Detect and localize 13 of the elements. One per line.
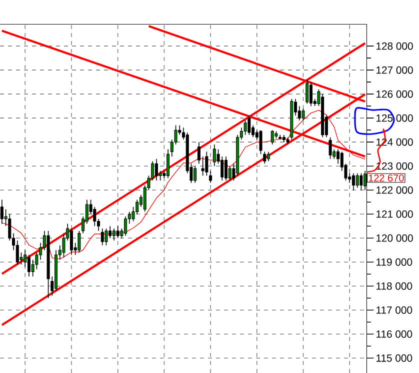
y-tick-label: 117 000 <box>376 306 412 314</box>
y-tick-label: 118 000 <box>376 282 412 290</box>
y-tick-label: 115 000 <box>376 354 412 362</box>
y-tick-label: 119 000 <box>376 258 412 266</box>
y-tick-label: 128 000 <box>376 42 413 50</box>
y-tick-label: 120 000 <box>376 234 413 242</box>
y-tick-label: 116 000 <box>376 330 412 338</box>
text: 122 670 <box>368 174 404 182</box>
y-tick-label: 126 000 <box>376 90 413 98</box>
y-tick-label: 127 000 <box>376 66 413 74</box>
y-tick-label: 122 000 <box>376 186 413 194</box>
y-tick-label: 125 000 <box>376 114 413 122</box>
y-tick-label: 121 000 <box>376 210 413 218</box>
